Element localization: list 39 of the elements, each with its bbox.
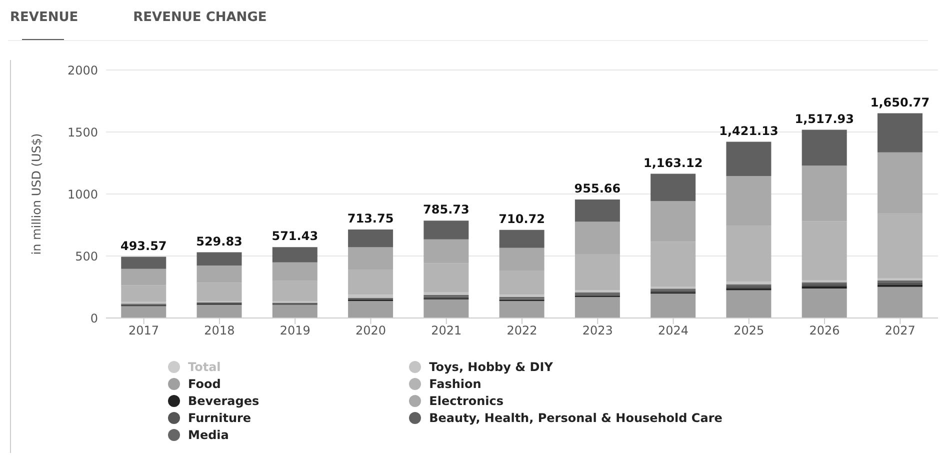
- x-tick-label: 2025: [734, 324, 764, 338]
- total-label: 713.75: [347, 211, 394, 226]
- legend-label: Beauty, Health, Personal & Household Care: [429, 411, 722, 425]
- total-label: 1,517.93: [794, 112, 854, 126]
- y-tick-label: 0: [90, 311, 98, 326]
- total-label: 955.66: [574, 182, 621, 196]
- x-tick-label: 2018: [204, 324, 235, 338]
- legend-label: Media: [188, 428, 229, 442]
- y-tick-label: 500: [75, 249, 98, 264]
- x-tick-label: 2023: [582, 324, 613, 338]
- x-tick-label: 2017: [128, 324, 160, 338]
- x-tick-label: 2024: [658, 324, 689, 338]
- legend-label: Beverages: [188, 394, 260, 408]
- legend-label: Toys, Hobby & DIY: [429, 360, 553, 374]
- x-tick-label: 2022: [506, 324, 538, 338]
- total-label: 1,650.77: [870, 95, 930, 110]
- total-label: 710.72: [498, 212, 545, 226]
- y-axis-title: in million USD (US$): [29, 133, 44, 255]
- text: REVENUE: [10, 10, 78, 25]
- total-label: 571.43: [272, 229, 318, 244]
- y-tick-label: 1500: [67, 125, 98, 140]
- legend-label: Food: [188, 377, 221, 391]
- x-tick-label: 2021: [431, 324, 462, 338]
- total-label: 1,163.12: [643, 156, 703, 170]
- total-label: 529.83: [196, 234, 242, 248]
- legend-label: Furniture: [188, 411, 252, 425]
- x-tick-label: 2027: [884, 324, 916, 338]
- total-label: 1,421.13: [719, 124, 778, 138]
- legend-label: Electronics: [429, 394, 504, 408]
- y-tick-label: 2000: [67, 63, 98, 78]
- legend-label: Total: [188, 360, 221, 374]
- total-label: 493.57: [120, 238, 167, 253]
- y-tick-label: 1000: [67, 187, 98, 202]
- total-label: 785.73: [423, 202, 470, 217]
- x-tick-label: 2019: [280, 324, 310, 338]
- text: REVENUE CHANGE: [133, 10, 267, 25]
- x-tick-label: 2026: [809, 324, 840, 338]
- x-tick-label: 2020: [355, 324, 386, 338]
- legend-label: Fashion: [429, 377, 482, 391]
